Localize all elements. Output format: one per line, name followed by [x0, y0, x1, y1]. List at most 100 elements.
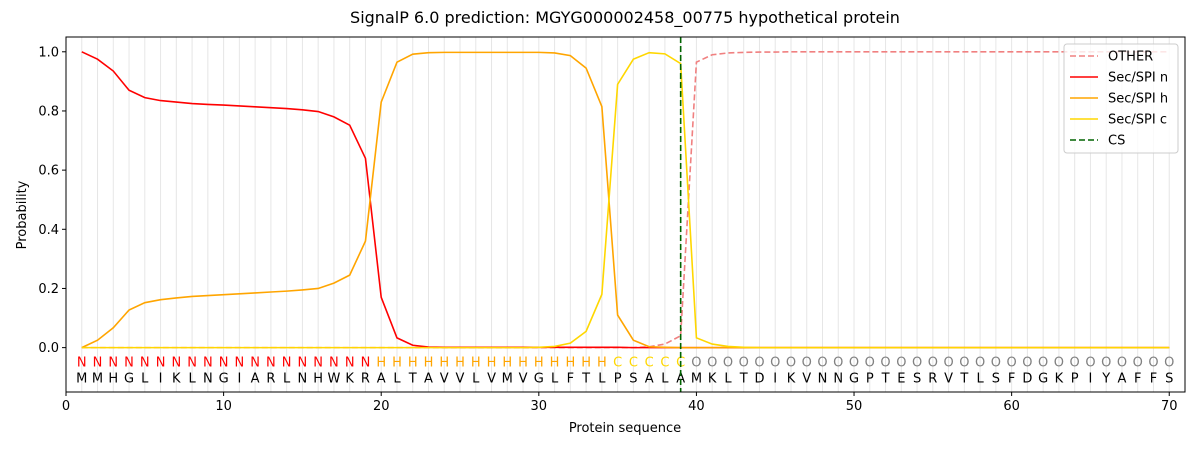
- residue: N: [298, 372, 308, 387]
- region-label: O: [865, 356, 875, 371]
- residue: L: [724, 372, 732, 387]
- region-label: H: [534, 356, 544, 371]
- region-label: N: [313, 356, 323, 371]
- region-label: O: [991, 356, 1001, 371]
- region-label: O: [691, 356, 701, 371]
- residue: G: [124, 372, 134, 387]
- region-label: O: [833, 356, 843, 371]
- region-label: O: [1085, 356, 1095, 371]
- residue: H: [313, 372, 323, 387]
- x-tick-label: 60: [1003, 399, 1020, 414]
- region-label: N: [140, 356, 150, 371]
- residue: I: [773, 372, 777, 387]
- residue: G: [219, 372, 229, 387]
- region-label: H: [455, 356, 465, 371]
- x-tick-label: 40: [688, 399, 705, 414]
- residue: A: [377, 372, 386, 387]
- residue: R: [361, 372, 370, 387]
- residue: V: [944, 372, 953, 387]
- residue: P: [1071, 372, 1079, 387]
- residue: L: [551, 372, 559, 387]
- region-label: O: [1164, 356, 1174, 371]
- residue: T: [408, 372, 417, 387]
- region-label: H: [471, 356, 481, 371]
- region-label: O: [912, 356, 922, 371]
- residue: T: [881, 372, 890, 387]
- region-label: H: [376, 356, 386, 371]
- residue: I: [1089, 372, 1093, 387]
- residue: T: [581, 372, 590, 387]
- region-label: O: [723, 356, 733, 371]
- region-label: N: [266, 356, 276, 371]
- residue: A: [645, 372, 654, 387]
- y-tick-label: 0.2: [38, 282, 59, 297]
- region-label: N: [124, 356, 134, 371]
- residue: Y: [1101, 372, 1110, 387]
- residue: A: [1118, 372, 1127, 387]
- region-label: N: [361, 356, 371, 371]
- region-label: N: [187, 356, 197, 371]
- residue: V: [802, 372, 811, 387]
- x-tick-label: 10: [215, 399, 232, 414]
- residue: K: [172, 372, 181, 387]
- region-label: N: [345, 356, 355, 371]
- region-label: H: [424, 356, 434, 371]
- region-label: O: [1117, 356, 1127, 371]
- residue: E: [897, 372, 905, 387]
- residue: L: [661, 372, 669, 387]
- residue: P: [614, 372, 622, 387]
- residue: M: [502, 372, 513, 387]
- region-label: N: [329, 356, 339, 371]
- x-tick-label: 20: [373, 399, 390, 414]
- region-label: N: [250, 356, 260, 371]
- residue: V: [519, 372, 528, 387]
- region-label: O: [943, 356, 953, 371]
- x-tick-label: 30: [531, 399, 548, 414]
- residue: K: [708, 372, 717, 387]
- region-label: O: [1054, 356, 1064, 371]
- x-tick-label: 50: [846, 399, 863, 414]
- y-tick-label: 1.0: [38, 45, 59, 60]
- residue: N: [203, 372, 213, 387]
- region-label: H: [597, 356, 607, 371]
- region-label: C: [645, 356, 654, 371]
- residue: K: [787, 372, 796, 387]
- region-label: N: [108, 356, 118, 371]
- residue: S: [913, 372, 921, 387]
- region-label: H: [550, 356, 560, 371]
- region-label: O: [739, 356, 749, 371]
- residue: V: [456, 372, 465, 387]
- series-line: [81, 51, 1170, 349]
- region-label: N: [171, 356, 181, 371]
- region-label: O: [959, 356, 969, 371]
- residue: K: [345, 372, 354, 387]
- residue: D: [754, 372, 764, 387]
- region-label: N: [298, 356, 308, 371]
- residue: F: [1134, 372, 1141, 387]
- residue: S: [629, 372, 637, 387]
- chart-title: SignalP 6.0 prediction: MGYG000002458_00…: [350, 8, 900, 28]
- x-tick-label: 70: [1161, 399, 1178, 414]
- y-tick-label: 0.4: [38, 223, 59, 238]
- residue: D: [1022, 372, 1032, 387]
- y-tick-label: 0.8: [38, 104, 59, 119]
- region-label: O: [754, 356, 764, 371]
- region-label: O: [1070, 356, 1080, 371]
- residue: P: [866, 372, 874, 387]
- residue: N: [833, 372, 843, 387]
- region-label: O: [786, 356, 796, 371]
- region-label: H: [487, 356, 497, 371]
- x-axis-label: Protein sequence: [569, 421, 681, 436]
- residue: A: [251, 372, 260, 387]
- region-label: O: [849, 356, 859, 371]
- region-label: O: [928, 356, 938, 371]
- residue: I: [237, 372, 241, 387]
- residue: G: [534, 372, 544, 387]
- region-label: O: [1133, 356, 1143, 371]
- series-line: [81, 51, 1170, 349]
- residue: F: [1008, 372, 1015, 387]
- region-label: O: [1007, 356, 1017, 371]
- residue: M: [92, 372, 103, 387]
- residue: I: [159, 372, 163, 387]
